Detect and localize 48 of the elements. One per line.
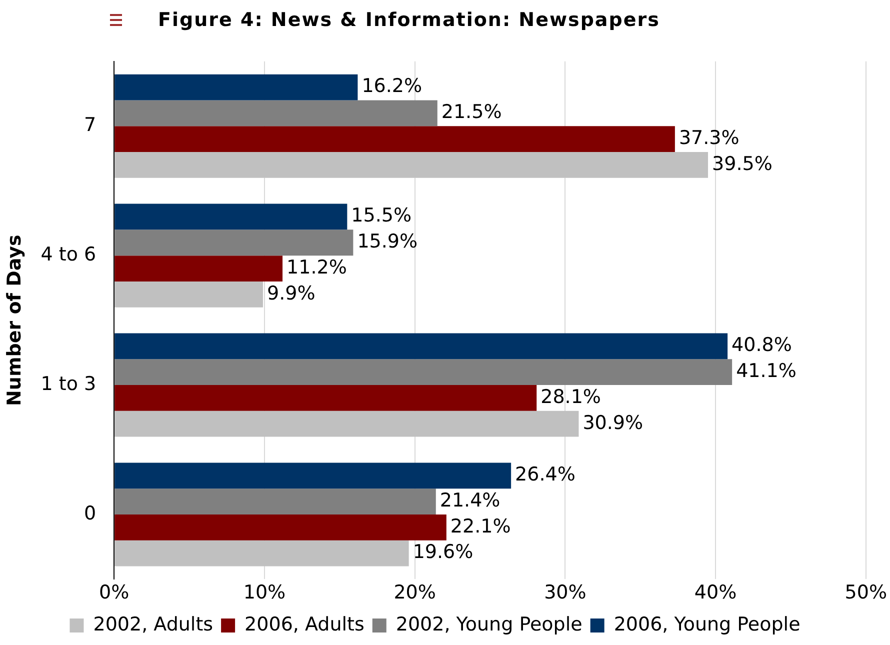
bar <box>114 359 732 386</box>
bar <box>114 410 579 437</box>
bar <box>114 126 675 152</box>
legend-label: 2006, Adults <box>244 613 364 636</box>
data-label: 26.4% <box>515 464 576 486</box>
y-tick-label: 0 <box>84 502 96 524</box>
bar <box>114 204 348 230</box>
bar <box>114 514 446 540</box>
legend-label: 2006, Young People <box>614 613 800 636</box>
data-label: 19.6% <box>412 541 474 564</box>
data-label: 15.5% <box>351 204 412 227</box>
y-tick-label: 1 to 3 <box>40 372 96 395</box>
x-tick-label: 50% <box>844 582 887 604</box>
bar <box>114 462 512 489</box>
x-tick-label: 20% <box>394 582 436 604</box>
data-label: 40.8% <box>732 334 792 356</box>
x-tick-label: 10% <box>243 582 286 604</box>
data-label: 37.3% <box>678 127 740 150</box>
legend-label: 2002, Young People <box>396 613 582 636</box>
y-axis-title: Number of Days <box>3 234 26 406</box>
bar <box>114 74 358 100</box>
x-tick-label: 40% <box>694 582 737 604</box>
bar <box>114 256 283 282</box>
bar <box>114 540 409 566</box>
bar <box>114 385 537 411</box>
x-tick-label: 0% <box>99 582 130 604</box>
legend-label: 2002, Adults <box>93 613 214 636</box>
data-label: 28.1% <box>540 386 601 408</box>
data-label: 39.5% <box>712 152 772 175</box>
data-label: 21.4% <box>440 489 500 512</box>
chart-title: Figure 4: News & Information: Newspapers <box>158 9 660 31</box>
data-label: 22.1% <box>450 515 511 538</box>
bar <box>114 100 438 126</box>
bar <box>114 333 728 360</box>
x-tick-label: 30% <box>544 582 586 604</box>
data-label: 15.9% <box>357 230 418 253</box>
bar <box>114 488 436 514</box>
y-tick-label: 4 to 6 <box>40 244 96 266</box>
bar <box>114 152 708 178</box>
data-label: 9.9% <box>266 282 316 304</box>
data-label: 21.5% <box>441 101 502 124</box>
data-label: 41.1% <box>736 360 796 382</box>
y-tick-label: 7 <box>84 114 96 136</box>
bar <box>114 281 263 308</box>
data-label: 16.2% <box>362 75 422 98</box>
data-label: 30.9% <box>582 412 644 434</box>
bar <box>114 230 354 256</box>
data-label: 11.2% <box>286 256 347 278</box>
